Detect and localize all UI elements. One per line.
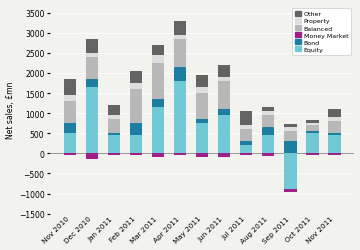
Bar xyxy=(328,122,341,134)
Bar xyxy=(306,126,319,132)
Bar xyxy=(174,22,186,36)
Bar xyxy=(240,146,252,154)
Bar xyxy=(218,116,230,154)
Bar xyxy=(86,40,98,54)
Bar xyxy=(240,142,252,146)
Bar xyxy=(284,128,297,132)
Bar xyxy=(108,106,120,116)
Bar xyxy=(174,40,186,68)
Bar xyxy=(64,134,76,154)
Bar xyxy=(240,154,252,155)
Bar xyxy=(196,94,208,120)
Bar xyxy=(284,190,297,192)
Bar xyxy=(196,120,208,124)
Bar xyxy=(108,116,120,120)
Bar xyxy=(284,125,297,128)
Legend: Other, Property, Balanced, Money Market, Bond, Equity: Other, Property, Balanced, Money Market,… xyxy=(292,9,351,56)
Bar xyxy=(174,154,186,156)
Bar xyxy=(262,154,274,156)
Bar xyxy=(130,90,142,124)
Bar xyxy=(152,56,164,64)
Bar xyxy=(64,124,76,134)
Bar xyxy=(130,84,142,90)
Bar xyxy=(64,96,76,102)
Bar xyxy=(64,154,76,156)
Bar xyxy=(196,88,208,94)
Bar xyxy=(174,36,186,40)
Bar xyxy=(86,54,98,58)
Bar xyxy=(262,116,274,128)
Bar xyxy=(240,112,252,126)
Bar xyxy=(196,124,208,154)
Bar xyxy=(240,130,252,142)
Bar xyxy=(174,82,186,154)
Bar xyxy=(262,136,274,154)
Bar xyxy=(86,80,98,88)
Bar xyxy=(328,110,341,118)
Bar xyxy=(328,134,341,136)
Y-axis label: Net sales, £mn: Net sales, £mn xyxy=(5,81,14,138)
Bar xyxy=(284,142,297,154)
Bar xyxy=(130,154,142,156)
Bar xyxy=(328,118,341,122)
Bar xyxy=(218,82,230,110)
Bar xyxy=(306,124,319,126)
Bar xyxy=(152,46,164,56)
Bar xyxy=(306,121,319,124)
Bar xyxy=(306,134,319,154)
Bar xyxy=(262,128,274,136)
Bar xyxy=(218,154,230,157)
Bar xyxy=(108,120,120,134)
Bar xyxy=(130,72,142,84)
Bar xyxy=(328,136,341,154)
Bar xyxy=(218,66,230,78)
Bar xyxy=(196,154,208,157)
Bar xyxy=(86,58,98,80)
Bar xyxy=(152,154,164,158)
Bar xyxy=(130,124,142,136)
Bar xyxy=(64,102,76,124)
Bar xyxy=(284,154,297,190)
Bar xyxy=(152,64,164,100)
Bar xyxy=(196,76,208,88)
Bar xyxy=(86,154,98,160)
Bar xyxy=(130,136,142,154)
Bar xyxy=(174,68,186,82)
Bar xyxy=(284,132,297,142)
Bar xyxy=(108,134,120,136)
Bar xyxy=(262,112,274,116)
Bar xyxy=(86,88,98,154)
Bar xyxy=(328,154,341,155)
Bar xyxy=(152,108,164,154)
Bar xyxy=(218,78,230,82)
Bar xyxy=(108,154,120,156)
Bar xyxy=(218,110,230,116)
Bar xyxy=(152,100,164,108)
Bar xyxy=(262,108,274,112)
Bar xyxy=(240,126,252,130)
Bar xyxy=(306,132,319,134)
Bar xyxy=(64,80,76,96)
Bar xyxy=(306,154,319,155)
Bar xyxy=(108,136,120,154)
